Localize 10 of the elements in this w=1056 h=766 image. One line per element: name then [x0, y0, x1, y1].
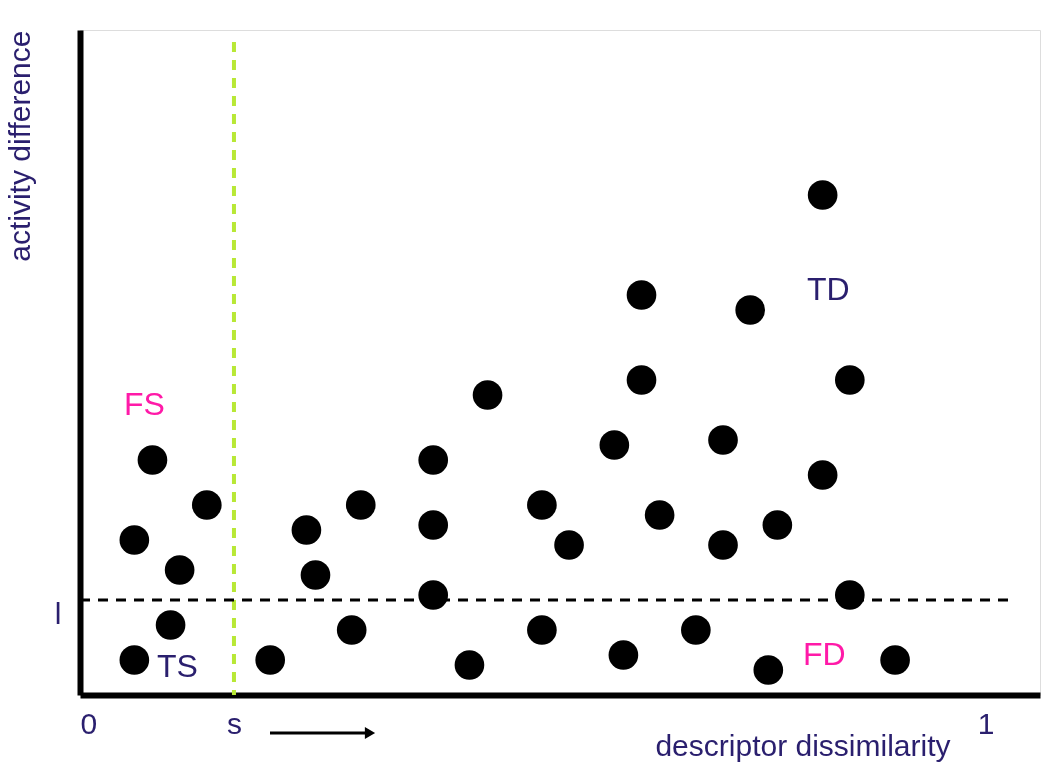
x-tick-label: s — [226, 706, 242, 740]
annotation: TD — [807, 271, 850, 307]
annotation: TS — [157, 648, 198, 684]
ref-line-label: l — [54, 597, 62, 630]
x-tick-label: 1 — [977, 706, 995, 740]
x-axis-title: descriptor dissimilarity — [655, 728, 951, 762]
x-tick-label: 0 — [80, 706, 98, 740]
annotation: FS — [124, 386, 165, 422]
annotation: FD — [803, 636, 846, 672]
y-axis-title: activity difference — [2, 30, 36, 262]
